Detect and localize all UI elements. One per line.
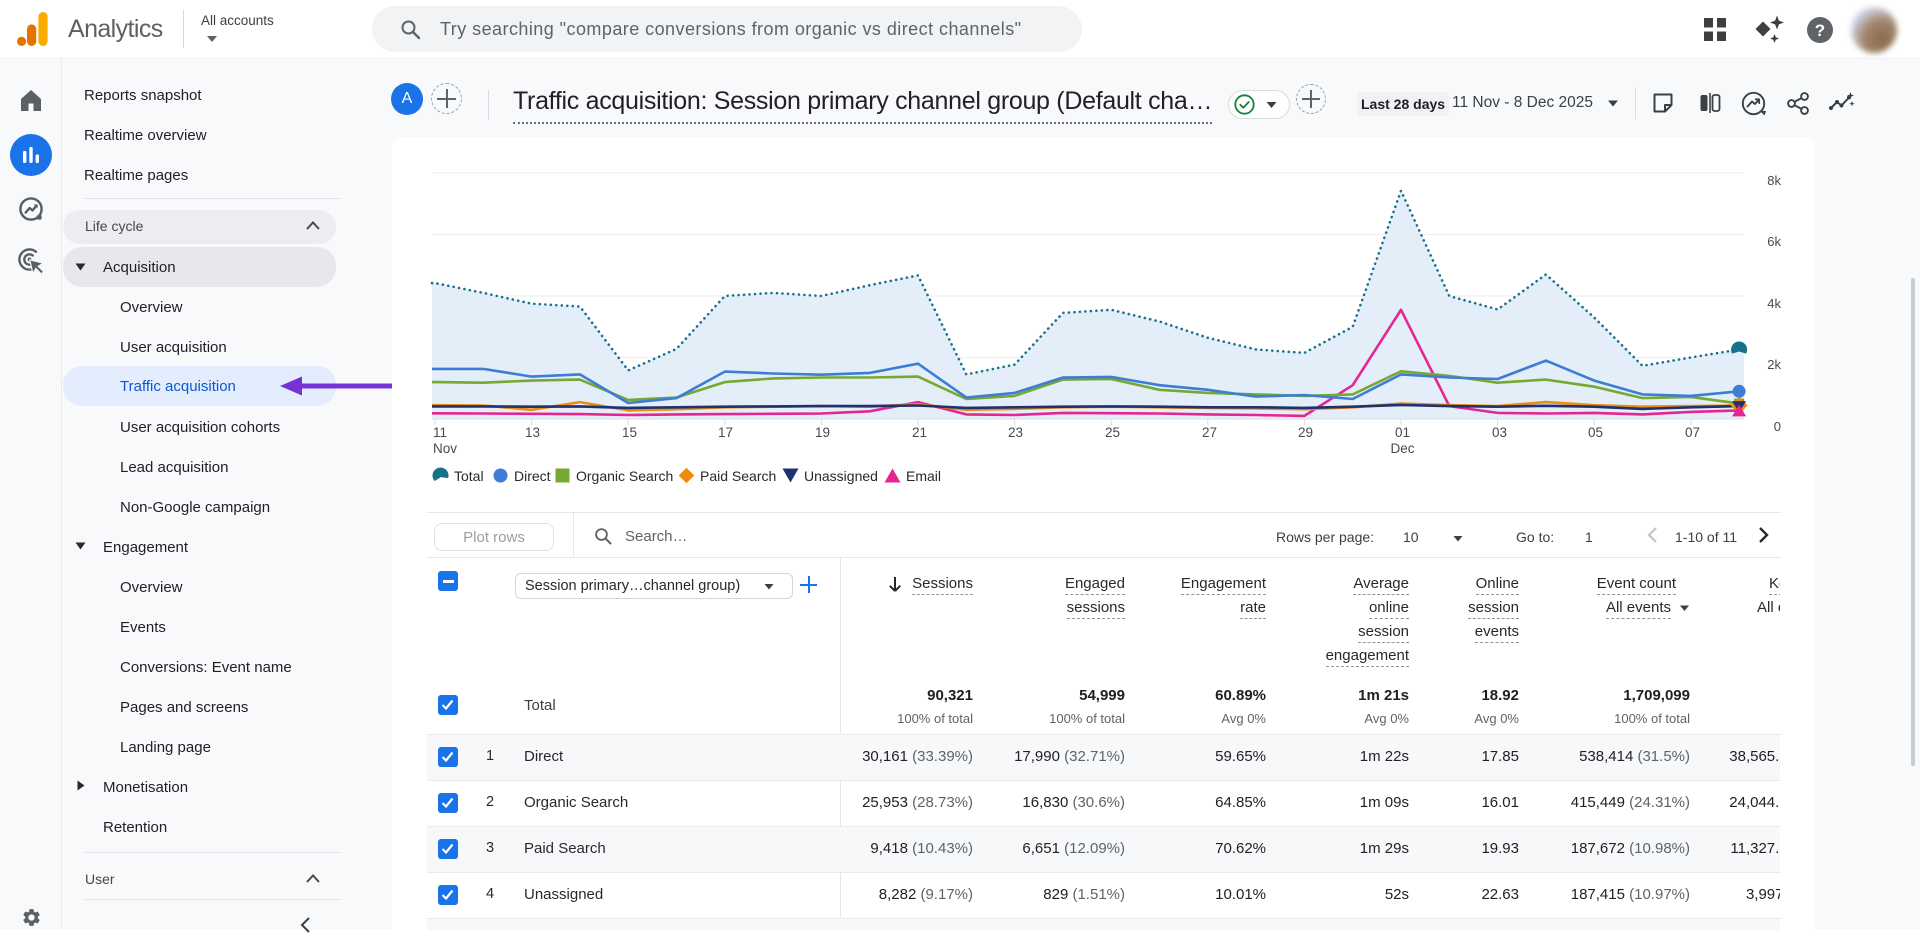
svg-text:?: ?	[1815, 21, 1825, 40]
